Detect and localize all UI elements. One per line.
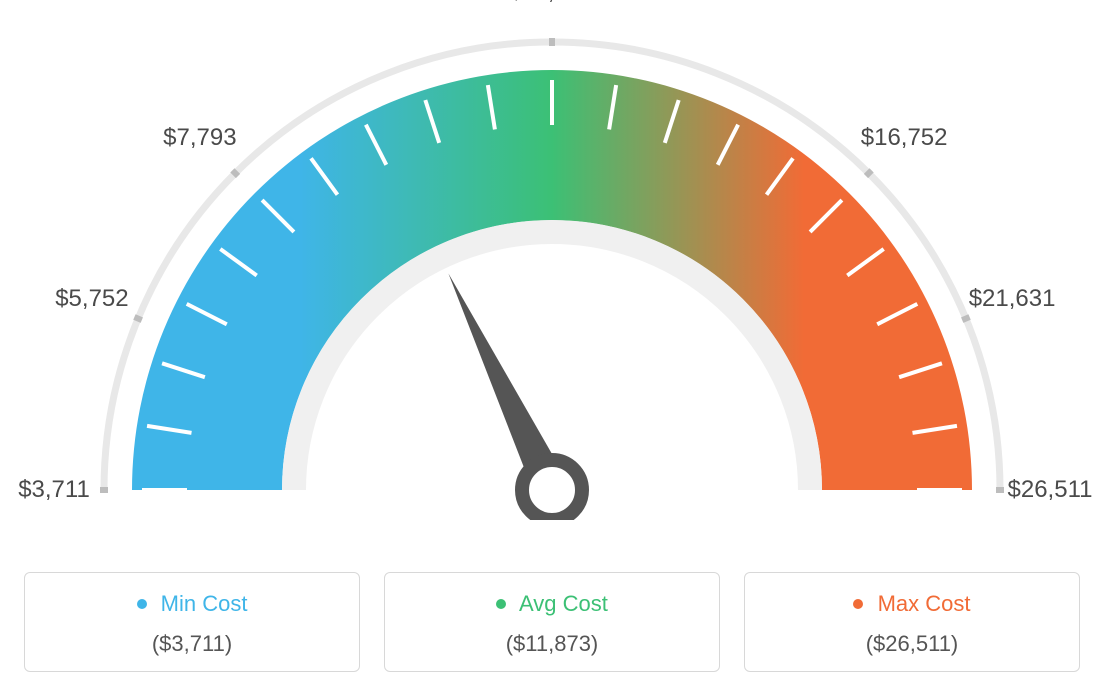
max-cost-card: Max Cost ($26,511): [744, 572, 1080, 672]
max-cost-title: Max Cost: [755, 591, 1069, 617]
avg-dot-icon: [496, 599, 506, 609]
summary-cards: Min Cost ($3,711) Avg Cost ($11,873) Max…: [24, 572, 1080, 672]
min-cost-label: Min Cost: [161, 591, 248, 616]
gauge-area: $3,711 $5,752 $7,793 $11,873 $16,752 $21,631 $…: [0, 0, 1104, 520]
min-cost-card: Min Cost ($3,711): [24, 572, 360, 672]
avg-cost-title: Avg Cost: [395, 591, 709, 617]
avg-cost-card: Avg Cost ($11,873): [384, 572, 720, 672]
min-cost-title: Min Cost: [35, 591, 349, 617]
gauge-svg: [0, 0, 1104, 520]
max-cost-value: ($26,511): [755, 631, 1069, 657]
min-cost-value: ($3,711): [35, 631, 349, 657]
max-dot-icon: [853, 599, 863, 609]
gauge-tick-label: $5,752: [55, 285, 128, 313]
gauge-tick-label: $7,793: [163, 124, 236, 152]
max-cost-label: Max Cost: [878, 591, 971, 616]
min-dot-icon: [137, 599, 147, 609]
avg-cost-label: Avg Cost: [519, 591, 608, 616]
gauge-tick-label: $16,752: [861, 124, 948, 152]
gauge-tick-label: $26,511: [1008, 476, 1093, 504]
cost-gauge-chart: $3,711 $5,752 $7,793 $11,873 $16,752 $21,631 $…: [0, 0, 1104, 690]
gauge-tick-label: $3,711: [18, 476, 90, 504]
gauge-tick-label: $21,631: [969, 285, 1056, 313]
gauge-tick-label: $11,873: [510, 0, 595, 6]
avg-cost-value: ($11,873): [395, 631, 709, 657]
